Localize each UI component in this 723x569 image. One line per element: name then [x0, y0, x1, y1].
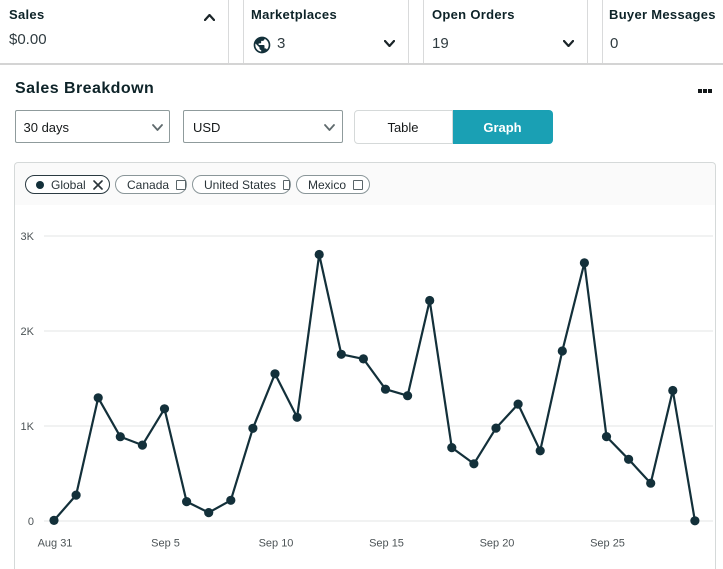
svg-text:Sep 10: Sep 10	[259, 538, 294, 550]
svg-text:1K: 1K	[21, 421, 35, 433]
svg-text:3K: 3K	[21, 231, 35, 243]
svg-text:2K: 2K	[21, 326, 35, 338]
svg-text:0: 0	[28, 516, 34, 528]
svg-text:Sep 15: Sep 15	[369, 538, 404, 550]
svg-text:Aug 31: Aug 31	[38, 538, 73, 550]
svg-text:Sep 5: Sep 5	[151, 538, 180, 550]
svg-text:Sep 25: Sep 25	[590, 538, 625, 550]
svg-text:Sep 20: Sep 20	[480, 538, 515, 550]
